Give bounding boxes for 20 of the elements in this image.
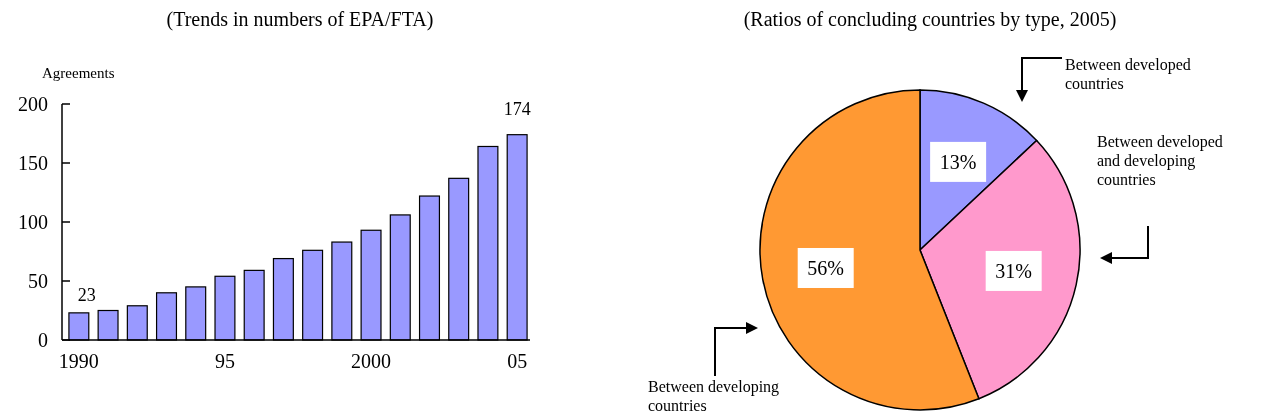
x-tick-label: 2000 [351, 350, 392, 372]
y-tick-label: 150 [18, 152, 48, 174]
slice-label: Between developing countries [648, 378, 780, 414]
legend-label: Between developed countries [1065, 56, 1191, 92]
data-label: 174 [503, 98, 531, 119]
y-axis-title: Agreements [42, 65, 115, 81]
y-tick-label: 200 [18, 93, 48, 115]
x-tick-label: 1990 [58, 350, 99, 372]
data-label: 23 [77, 284, 96, 305]
y-tick-label: 50 [28, 270, 48, 292]
data-label: 56% [807, 256, 845, 279]
chart-title: (Ratios of concluding countries by type, 2005) [743, 8, 1117, 31]
y-tick-label: 0 [38, 329, 48, 351]
chart-title: (Trends in numbers of EPA/FTA) [166, 8, 434, 31]
data-label: 31% [995, 259, 1033, 282]
slice-label: Between developed and developing countries [1097, 133, 1223, 188]
x-tick-label: 95 [214, 350, 235, 372]
y-tick-label: 100 [18, 211, 48, 233]
data-label: 13% [939, 150, 977, 173]
x-tick-label: 05 [507, 350, 528, 372]
